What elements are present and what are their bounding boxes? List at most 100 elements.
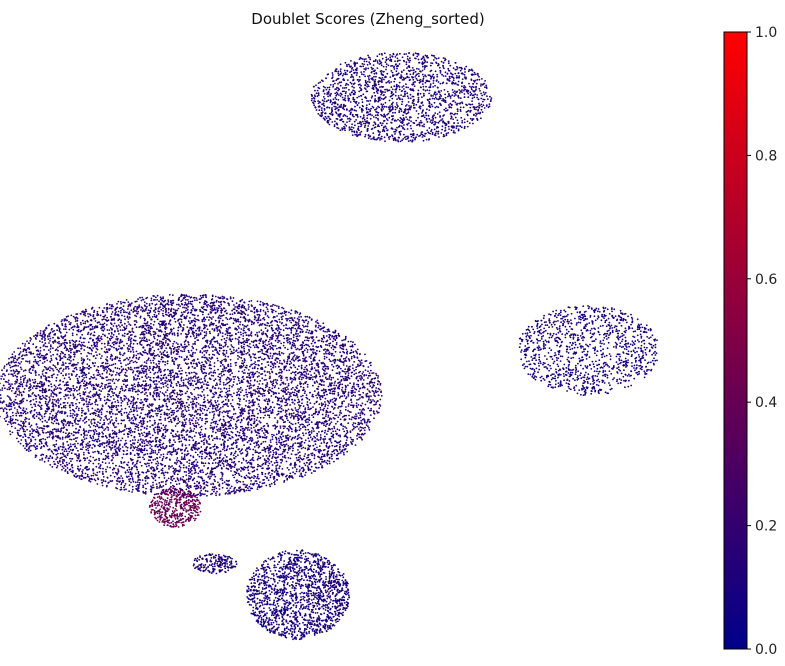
scatter-point [292, 327, 294, 329]
scatter-point [374, 389, 377, 392]
scatter-point [4, 374, 6, 377]
scatter-point [37, 360, 39, 363]
scatter-point [93, 326, 96, 328]
scatter-point [187, 302, 190, 305]
scatter-point [50, 359, 53, 361]
scatter-point [79, 426, 82, 429]
scatter-point [203, 441, 205, 444]
scatter-point [333, 397, 336, 400]
scatter-point [102, 311, 105, 314]
scatter-point [172, 397, 175, 400]
scatter-point [215, 404, 218, 407]
scatter-point [135, 361, 138, 364]
scatter-point [114, 471, 117, 474]
scatter-point [291, 391, 294, 394]
scatter-point [112, 370, 115, 373]
scatter-point [185, 410, 188, 413]
scatter-point [167, 374, 170, 377]
scatter-point [129, 324, 132, 326]
scatter-point [177, 398, 180, 400]
scatter-point [291, 467, 294, 469]
scatter-point [195, 318, 198, 321]
scatter-point [283, 337, 286, 340]
scatter-point [157, 445, 160, 448]
scatter-point [179, 406, 182, 408]
scatter-point [271, 401, 274, 404]
scatter-point [274, 378, 277, 381]
scatter-point [281, 370, 283, 373]
scatter-point [121, 314, 123, 317]
scatter-point [236, 430, 239, 433]
scatter-point [76, 475, 78, 478]
scatter-point [301, 412, 304, 415]
scatter-point [256, 370, 259, 373]
scatter-point [138, 435, 141, 437]
scatter-point [115, 348, 118, 351]
scatter-point [177, 350, 180, 353]
scatter-point [302, 350, 305, 353]
scatter-point [127, 345, 130, 347]
scatter-point [261, 322, 264, 325]
scatter-point [314, 375, 316, 378]
scatter-point [70, 364, 73, 367]
scatter-point [260, 373, 262, 376]
scatter-point [267, 316, 270, 319]
scatter-point [345, 396, 348, 399]
scatter-point [216, 400, 219, 402]
scatter-point [222, 352, 225, 355]
scatter-point [360, 410, 363, 412]
scatter-point [281, 460, 284, 462]
scatter-point [321, 362, 323, 365]
scatter-point [150, 322, 152, 325]
scatter-point [129, 408, 132, 411]
scatter-point [195, 333, 198, 335]
scatter-point [306, 457, 308, 459]
scatter-point [52, 452, 55, 455]
scatter-point [98, 335, 100, 337]
scatter-point [62, 380, 64, 383]
scatter-point [143, 445, 146, 448]
scatter-point [110, 335, 112, 338]
scatter-point [120, 408, 123, 410]
scatter-point [195, 471, 197, 474]
scatter-point [245, 489, 248, 492]
scatter-point [120, 482, 123, 484]
scatter-point [271, 355, 274, 357]
scatter-point [105, 371, 108, 374]
scatter-point [61, 438, 64, 440]
scatter-point [120, 486, 122, 489]
scatter-point [141, 417, 144, 420]
scatter-point [222, 457, 225, 459]
scatter-point [124, 439, 127, 442]
scatter-point [317, 393, 320, 396]
scatter-point [216, 405, 219, 408]
scatter-point [352, 383, 355, 386]
scatter-point [195, 445, 197, 447]
scatter-point [85, 448, 88, 451]
scatter-point [73, 367, 76, 370]
scatter-point [158, 418, 161, 421]
scatter-point [50, 385, 53, 388]
scatter-point [197, 339, 200, 342]
scatter-point [123, 433, 125, 436]
scatter-point [304, 428, 307, 431]
scatter-point [20, 376, 22, 379]
scatter-point [293, 391, 296, 394]
scatter-point [332, 340, 334, 343]
scatter-point [86, 457, 89, 459]
scatter-point [256, 313, 259, 316]
scatter-point [278, 439, 281, 442]
scatter-point [249, 459, 252, 462]
scatter-point [105, 468, 107, 471]
scatter-point [351, 404, 354, 407]
scatter-point [214, 443, 216, 446]
scatter-point [164, 328, 167, 330]
scatter-point [210, 483, 212, 485]
scatter-point [220, 444, 223, 446]
scatter-point [267, 472, 270, 475]
scatter-point [291, 430, 293, 433]
scatter-point [241, 346, 243, 349]
scatter-point [50, 345, 52, 348]
scatter-point [289, 342, 291, 345]
scatter-point [211, 310, 213, 312]
